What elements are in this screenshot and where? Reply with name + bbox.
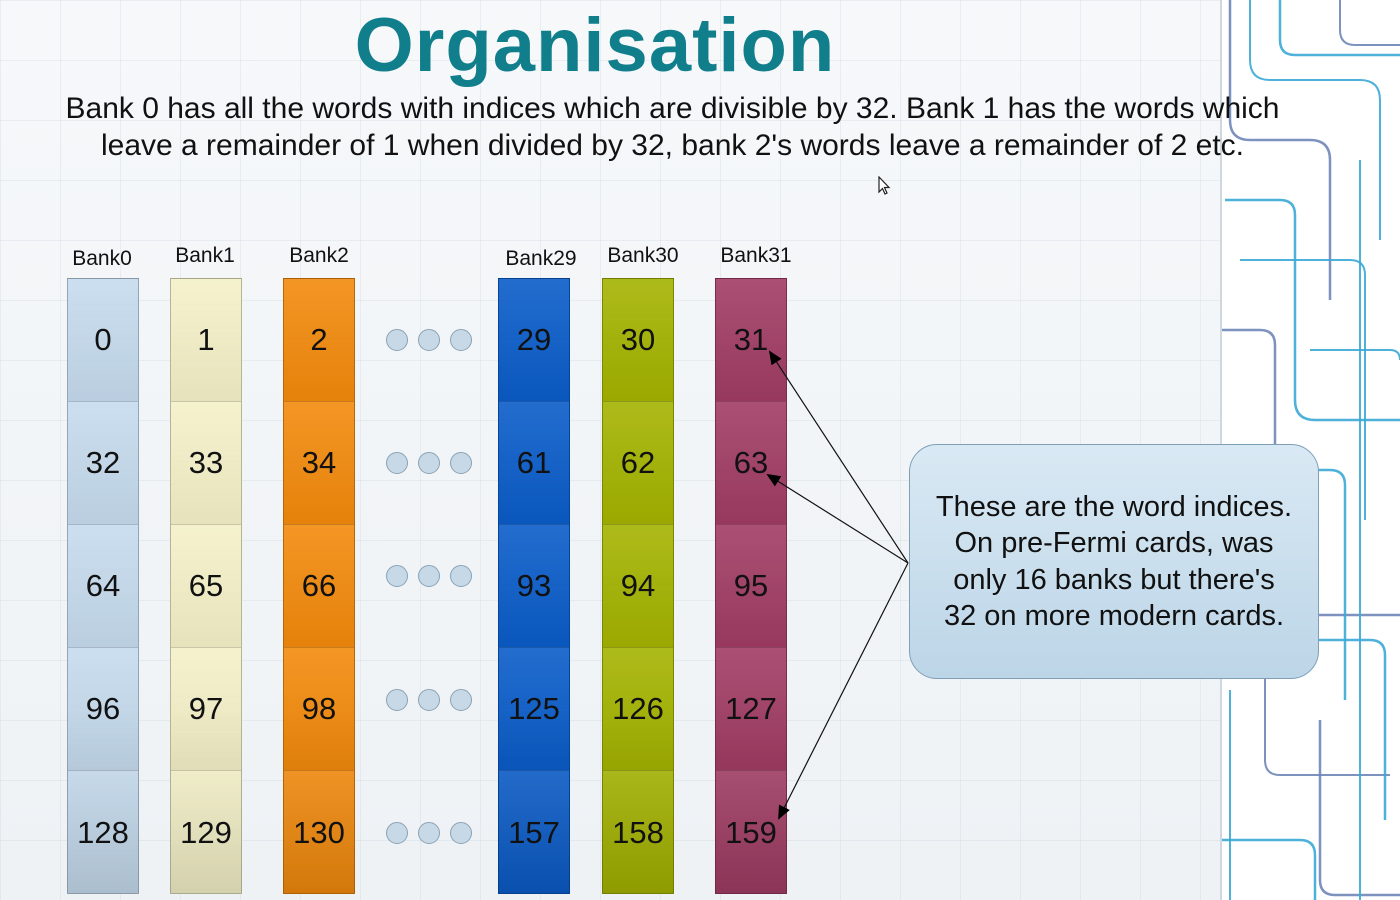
dot-icon xyxy=(418,822,440,844)
word-cell: 94 xyxy=(603,525,673,648)
word-cell: 31 xyxy=(716,279,786,402)
bank-label-1: Bank1 xyxy=(175,244,235,267)
word-cell: 95 xyxy=(716,525,786,648)
bank-column-31: 31 63 95 127 159 xyxy=(715,278,787,894)
dot-icon xyxy=(450,689,472,711)
dot-icon xyxy=(386,329,408,351)
ellipsis-dots xyxy=(386,822,472,846)
word-cell: 62 xyxy=(603,402,673,525)
word-cell: 158 xyxy=(603,771,673,894)
word-cell: 127 xyxy=(716,648,786,771)
bank-column-1: 1 33 65 97 129 xyxy=(170,278,242,894)
word-cell: 32 xyxy=(68,402,138,525)
dot-icon xyxy=(450,452,472,474)
word-cell: 128 xyxy=(68,771,138,894)
bank-label-29: Bank29 xyxy=(505,247,577,270)
word-cell: 98 xyxy=(284,648,354,771)
word-cell: 96 xyxy=(68,648,138,771)
ellipsis-dots xyxy=(386,689,472,713)
ellipsis-dots xyxy=(386,329,472,353)
word-cell: 64 xyxy=(68,525,138,648)
word-cell: 66 xyxy=(284,525,354,648)
dot-icon xyxy=(386,689,408,711)
bank-label-30: Bank30 xyxy=(607,244,679,267)
word-cell: 97 xyxy=(171,648,241,771)
dot-icon xyxy=(386,452,408,474)
word-cell: 125 xyxy=(499,648,569,771)
bank-column-2: 2 34 66 98 130 xyxy=(283,278,355,894)
word-cell: 129 xyxy=(171,771,241,894)
dot-icon xyxy=(386,565,408,587)
word-cell: 130 xyxy=(284,771,354,894)
slide-title: Organisation xyxy=(354,3,836,88)
cursor-icon xyxy=(878,176,891,195)
word-cell: 30 xyxy=(603,279,673,402)
word-cell: 34 xyxy=(284,402,354,525)
word-cell: 126 xyxy=(603,648,673,771)
ellipsis-dots xyxy=(386,452,472,476)
bank-column-0: 0 32 64 96 128 xyxy=(67,278,139,894)
word-cell: 2 xyxy=(284,279,354,402)
dot-icon xyxy=(386,822,408,844)
word-cell: 1 xyxy=(171,279,241,402)
word-cell: 0 xyxy=(68,279,138,402)
dot-icon xyxy=(450,329,472,351)
callout-box: These are the word indices. On pre-Fermi… xyxy=(909,444,1319,679)
word-cell: 157 xyxy=(499,771,569,894)
word-cell: 33 xyxy=(171,402,241,525)
word-cell: 93 xyxy=(499,525,569,648)
word-cell: 65 xyxy=(171,525,241,648)
word-cell: 61 xyxy=(499,402,569,525)
dot-icon xyxy=(418,329,440,351)
bank-label-2: Bank2 xyxy=(289,244,349,267)
dot-icon xyxy=(450,822,472,844)
bank-label-31: Bank31 xyxy=(720,244,792,267)
bank-label-0: Bank0 xyxy=(72,247,132,270)
ellipsis-dots xyxy=(386,565,472,589)
dot-icon xyxy=(418,689,440,711)
word-cell: 63 xyxy=(716,402,786,525)
bank-column-30: 30 62 94 126 158 xyxy=(602,278,674,894)
dot-icon xyxy=(418,452,440,474)
dot-icon xyxy=(418,565,440,587)
slide-description: Bank 0 has all the words with indices wh… xyxy=(65,92,1280,162)
dot-icon xyxy=(450,565,472,587)
word-cell: 159 xyxy=(716,771,786,894)
word-cell: 29 xyxy=(499,279,569,402)
bank-column-29: 29 61 93 125 157 xyxy=(498,278,570,894)
